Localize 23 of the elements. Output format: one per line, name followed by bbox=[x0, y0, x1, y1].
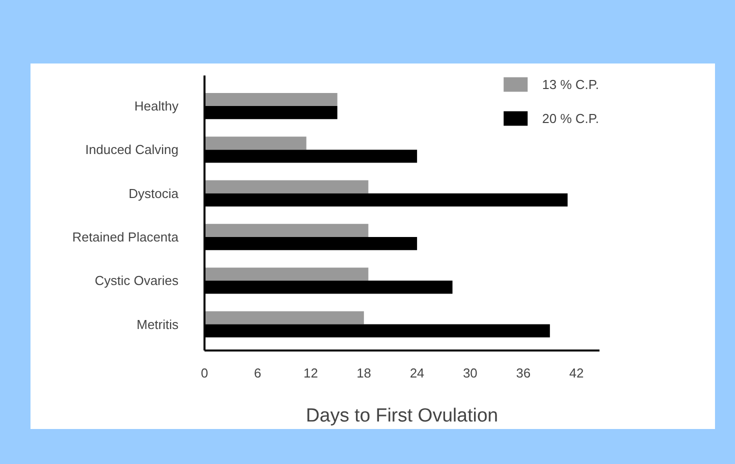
x-tick-label: 0 bbox=[200, 366, 208, 380]
bar bbox=[204, 92, 338, 106]
x-tick-label: 42 bbox=[569, 366, 584, 380]
legend-label: 20 % C.P. bbox=[542, 110, 599, 126]
bar bbox=[204, 136, 306, 150]
y-tick-label: Cystic Ovaries bbox=[94, 273, 179, 288]
bar bbox=[204, 180, 368, 194]
x-tick-label: 30 bbox=[462, 366, 478, 380]
bar bbox=[204, 224, 368, 238]
x-tick-label: 6 bbox=[254, 366, 262, 380]
x-tick-label: 24 bbox=[410, 366, 424, 380]
y-tick-label: Retained Placenta bbox=[72, 230, 180, 245]
x-axis-title: Days to First Ovulation bbox=[306, 406, 498, 426]
bar bbox=[204, 311, 364, 324]
y-tick-label: Metritis bbox=[136, 316, 179, 332]
x-tick-label: 18 bbox=[356, 366, 372, 380]
x-tick-label: 12 bbox=[304, 366, 318, 380]
bar bbox=[204, 268, 368, 281]
legend-label: 13 % C.P. bbox=[542, 76, 599, 92]
y-tick-label: Healthy bbox=[134, 98, 179, 114]
y-tick-label: Dystocia bbox=[128, 186, 180, 201]
x-tick-label: 36 bbox=[516, 366, 531, 380]
y-tick-label: Induced Calving bbox=[85, 142, 179, 158]
